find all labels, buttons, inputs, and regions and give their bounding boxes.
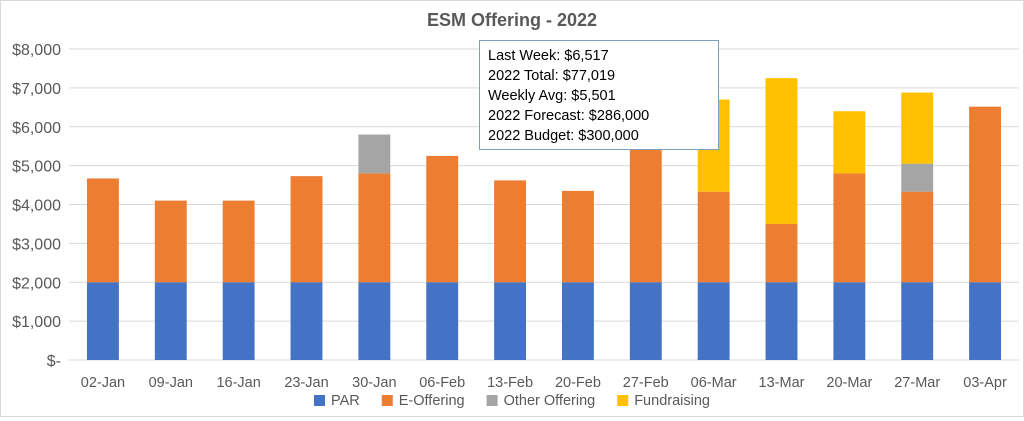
bar-par bbox=[969, 282, 1002, 360]
y-tick-label: $4,000 bbox=[12, 198, 61, 215]
bar-e-offering bbox=[290, 176, 323, 283]
bar-e-offering bbox=[222, 200, 255, 283]
total-text: 2022 Total: $77,019 bbox=[488, 68, 616, 84]
y-tick-label: $1,000 bbox=[12, 314, 61, 331]
bar-par bbox=[426, 282, 459, 360]
bar-par bbox=[629, 282, 662, 360]
x-tick-label: 27-Feb bbox=[623, 375, 669, 391]
x-tick-label: 20-Mar bbox=[826, 375, 872, 391]
weekly-avg-text: Weekly Avg: $5,501 bbox=[488, 88, 616, 104]
x-tick-label: 06-Feb bbox=[419, 375, 465, 391]
bar-e-offering bbox=[358, 173, 391, 283]
bar-e-offering bbox=[901, 191, 934, 283]
legend-label: Other Offering bbox=[504, 393, 596, 409]
y-tick-label: $5,000 bbox=[12, 159, 61, 176]
legend-label: PAR bbox=[331, 393, 360, 409]
legend-swatch bbox=[314, 395, 326, 406]
last-week-text: Last Week: $6,517 bbox=[488, 48, 609, 64]
bar-par bbox=[86, 282, 119, 360]
bar-par bbox=[901, 282, 934, 360]
legend-label: E-Offering bbox=[399, 393, 465, 409]
x-tick-label: 02-Jan bbox=[81, 375, 125, 391]
y-tick-label: $- bbox=[47, 353, 61, 370]
bar-par bbox=[833, 282, 866, 360]
legend-label: Fundraising bbox=[634, 393, 710, 409]
x-tick-label: 30-Jan bbox=[352, 375, 396, 391]
bar-e-offering bbox=[969, 106, 1002, 283]
x-tick-label: 03-Apr bbox=[963, 375, 1007, 391]
bar-fundraising bbox=[765, 78, 798, 224]
budget-text: 2022 Budget: $300,000 bbox=[488, 128, 639, 144]
bar-par bbox=[222, 282, 255, 360]
chart-title: ESM Offering - 2022 bbox=[427, 10, 597, 30]
legend: PAR E-Offering Other Offering Fundraising bbox=[314, 393, 710, 409]
bar-fundraising bbox=[833, 111, 866, 174]
bar-e-offering bbox=[629, 148, 662, 283]
x-tick-label: 20-Feb bbox=[555, 375, 601, 391]
bar-e-offering bbox=[494, 180, 527, 283]
bar-fundraising bbox=[901, 92, 934, 164]
bar-e-offering bbox=[561, 190, 594, 283]
y-tick-label: $6,000 bbox=[12, 120, 61, 137]
bar-e-offering bbox=[833, 173, 866, 283]
x-tick-label: 09-Jan bbox=[149, 375, 193, 391]
bar-other-offering bbox=[901, 163, 934, 192]
bar-par bbox=[765, 282, 798, 360]
bar-e-offering bbox=[154, 200, 187, 283]
y-axis-tick-labels: $- $1,000 $2,000 $3,000 $4,000 $5,000 $6,000 $7… bbox=[12, 42, 61, 370]
x-axis-tick-labels: 02-Jan 09-Jan 16-Jan 23-Jan 30-Jan 06-Feb 13-F… bbox=[81, 375, 1007, 391]
x-tick-label: 23-Jan bbox=[284, 375, 328, 391]
summary-annotation-box: Last Week: $6,517 2022 Total: $77,019 We… bbox=[479, 40, 719, 150]
legend-swatch bbox=[486, 395, 498, 406]
y-tick-label: $7,000 bbox=[12, 81, 61, 98]
y-tick-label: $2,000 bbox=[12, 275, 61, 292]
x-tick-label: 16-Jan bbox=[216, 375, 260, 391]
bar-par bbox=[494, 282, 527, 360]
bar-series bbox=[86, 78, 1002, 360]
x-tick-label: 13-Feb bbox=[487, 375, 533, 391]
legend-swatch bbox=[617, 395, 629, 406]
legend-swatch bbox=[381, 395, 393, 406]
bar-e-offering bbox=[697, 191, 730, 283]
x-tick-label: 13-Mar bbox=[759, 375, 805, 391]
bar-par bbox=[290, 282, 323, 360]
x-tick-label: 27-Mar bbox=[894, 375, 940, 391]
y-tick-label: $8,000 bbox=[12, 42, 61, 59]
forecast-text: 2022 Forecast: $286,000 bbox=[488, 108, 650, 124]
y-tick-label: $3,000 bbox=[12, 236, 61, 253]
bar-e-offering bbox=[426, 155, 459, 283]
bar-e-offering bbox=[765, 223, 798, 283]
bar-par bbox=[561, 282, 594, 360]
bar-par bbox=[154, 282, 187, 360]
bar-other-offering bbox=[358, 134, 391, 174]
bar-e-offering bbox=[86, 178, 119, 283]
x-tick-label: 06-Mar bbox=[691, 375, 737, 391]
bar-par bbox=[358, 282, 391, 360]
bar-par bbox=[697, 282, 730, 360]
